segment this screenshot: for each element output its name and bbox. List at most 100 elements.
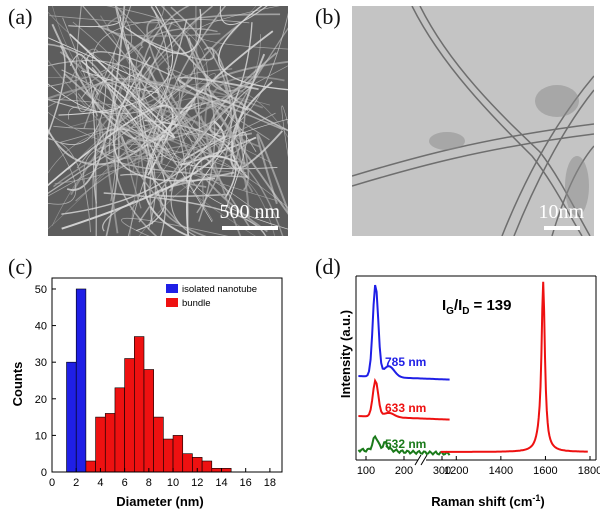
sem-fiber xyxy=(90,17,200,140)
sem-fiber xyxy=(138,6,190,207)
hist-xlabel: Diameter (nm) xyxy=(116,494,203,509)
sem-fiber xyxy=(200,115,242,236)
sem-fiber xyxy=(130,21,208,211)
raman-line-785 xyxy=(358,284,450,381)
raman-axis-break xyxy=(420,454,428,466)
sem-fiber xyxy=(120,173,167,236)
bar-bundle xyxy=(114,387,125,473)
bar-bundle xyxy=(143,369,154,473)
legend-swatch-bundle xyxy=(166,298,178,307)
raman-xtick-label: 1800 xyxy=(578,465,600,477)
sem-fiber xyxy=(124,9,202,55)
raman-xtick-label: 1600 xyxy=(533,465,557,477)
hist-xtick-label: 14 xyxy=(215,477,227,489)
sem-fiber xyxy=(219,6,268,26)
ratio-annotation: IG/ID = 139 xyxy=(442,297,512,317)
sem-fiber xyxy=(48,111,282,203)
sem-fiber xyxy=(143,48,181,170)
scale-bar-b xyxy=(544,226,580,230)
sem-fiber xyxy=(161,37,200,143)
raman-line-gband xyxy=(440,281,588,453)
hist-xtick-label: 2 xyxy=(73,477,79,489)
sem-fiber xyxy=(112,56,216,182)
sem-fiber xyxy=(53,132,284,236)
sem-fiber xyxy=(62,17,93,108)
sem-fiber xyxy=(70,74,182,196)
sem-fiber xyxy=(111,51,175,141)
sem-fiber xyxy=(76,137,117,202)
hist-ytick-label: 20 xyxy=(35,394,47,406)
sem-fiber xyxy=(48,76,168,128)
hist-xtick-label: 0 xyxy=(49,477,55,489)
panel-a-label: (a) xyxy=(8,4,33,29)
bar-bundle xyxy=(134,336,145,473)
sem-fiber xyxy=(48,80,250,219)
sem-fiber xyxy=(48,45,66,136)
sem-fiber xyxy=(75,6,132,113)
sem-fiber xyxy=(48,79,107,146)
bar-isolated xyxy=(66,361,77,473)
panel-c-label: (c) xyxy=(8,254,33,279)
diameter-histogram: 0 2 4 6 8 10 12 14 16 18 0 10 20 30 40 50 Diameter (nm)… xyxy=(10,277,283,509)
hist-frame xyxy=(51,277,283,473)
hist-ytick-label: 50 xyxy=(35,284,47,296)
sem-fiber xyxy=(80,15,155,167)
sem-fiber xyxy=(96,98,150,159)
sem-fiber xyxy=(170,97,254,193)
sem-fiber xyxy=(170,6,233,214)
scale-bar-a xyxy=(222,226,278,230)
hist-ytick-label: 0 xyxy=(41,467,47,479)
hist-ylabel: Counts xyxy=(10,362,25,407)
sem-fiber xyxy=(143,30,274,236)
raman-xtick-label: 200 xyxy=(395,465,413,477)
sem-fiber xyxy=(189,118,288,230)
bar-bundle xyxy=(104,413,116,473)
bar-isolated xyxy=(75,288,87,473)
hist-xtick-label: 6 xyxy=(122,477,128,489)
bar-bundle xyxy=(85,460,96,473)
sem-fiber xyxy=(48,43,120,236)
hist-xtick-label: 12 xyxy=(191,477,203,489)
sem-fiber xyxy=(152,106,261,148)
label-785: 785 nm xyxy=(385,355,426,369)
sem-fiber xyxy=(48,6,133,87)
sem-fiber xyxy=(256,133,288,214)
raman-xtick-label: 1200 xyxy=(444,465,468,477)
sem-fiber xyxy=(66,6,126,191)
raman-line-633 xyxy=(358,377,450,421)
sem-fiber xyxy=(102,199,136,232)
sem-fiber xyxy=(135,46,146,183)
panel-b-label: (b) xyxy=(315,4,341,29)
tem-tubes xyxy=(352,6,594,236)
sem-fiber xyxy=(121,217,229,236)
tem-image: 10nm xyxy=(352,6,594,236)
raman-xtick-label: 300 xyxy=(433,465,451,477)
sem-fiber xyxy=(48,138,91,233)
scale-bar-label-b: 10nm xyxy=(538,201,584,223)
sem-fiber xyxy=(160,6,216,222)
sem-fiber xyxy=(48,10,170,115)
sem-fiber xyxy=(52,6,256,236)
hist-xtick-label: 8 xyxy=(146,477,152,489)
sem-fiber xyxy=(218,6,288,91)
sem-fiber xyxy=(49,6,163,24)
bar-bundle xyxy=(172,435,184,473)
bar-bundle xyxy=(124,358,135,473)
raman-xtick-label: 1400 xyxy=(489,465,513,477)
sem-fiber xyxy=(108,74,181,154)
sem-fiber xyxy=(48,11,272,163)
bar-bundle xyxy=(211,468,222,473)
hist-ytick-label: 40 xyxy=(35,321,47,333)
raman-ylabel: Intensity (a.u.) xyxy=(338,310,353,398)
sem-fiber xyxy=(195,6,205,211)
bar-bundle xyxy=(153,416,164,473)
bar-bundle xyxy=(182,453,193,473)
scale-bar-label-a: 500 nm xyxy=(219,201,280,223)
panel-d-label: (d) xyxy=(315,254,341,279)
sem-fiber xyxy=(48,98,129,143)
legend-label-isolated: isolated nanotube xyxy=(182,284,257,295)
sem-image: 500 nm xyxy=(48,6,288,236)
sem-fiber xyxy=(93,128,170,204)
sem-fiber xyxy=(149,6,227,225)
hist-xtick-label: 16 xyxy=(240,477,252,489)
